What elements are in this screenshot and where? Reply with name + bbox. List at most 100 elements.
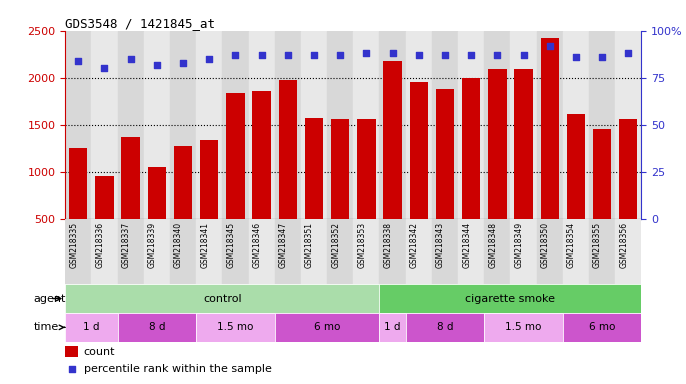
Text: 1 d: 1 d: [83, 322, 99, 333]
Bar: [353, 219, 379, 284]
Text: cigarette smoke: cigarette smoke: [465, 293, 556, 304]
Bar: [619, 119, 637, 266]
Bar: [458, 31, 484, 219]
Point: [335, 52, 346, 58]
Bar: [274, 313, 379, 342]
Point: [99, 65, 110, 71]
Text: GSM218339: GSM218339: [148, 222, 157, 268]
Bar: [484, 219, 510, 284]
Text: GSM218343: GSM218343: [436, 222, 445, 268]
Bar: [117, 31, 144, 219]
Bar: [379, 31, 405, 219]
Text: time: time: [34, 322, 64, 333]
Bar: [147, 167, 166, 266]
Bar: [170, 31, 196, 219]
Text: control: control: [203, 293, 241, 304]
Point: [256, 52, 267, 58]
Text: GSM218354: GSM218354: [567, 222, 576, 268]
Bar: [379, 219, 405, 284]
Bar: [248, 219, 274, 284]
Text: GSM218351: GSM218351: [305, 222, 314, 268]
Point: [204, 56, 215, 62]
Bar: [301, 31, 327, 219]
Text: 6 mo: 6 mo: [314, 322, 340, 333]
Bar: [589, 31, 615, 219]
Point: [623, 50, 634, 56]
Bar: [144, 31, 170, 219]
Point: [73, 58, 84, 64]
Point: [571, 54, 582, 60]
Bar: [331, 119, 349, 266]
Bar: [65, 346, 78, 357]
Text: GSM218345: GSM218345: [226, 222, 235, 268]
Text: GSM218341: GSM218341: [200, 222, 209, 268]
Bar: [589, 219, 615, 284]
Bar: [200, 140, 218, 266]
Bar: [65, 284, 379, 313]
Bar: [536, 31, 563, 219]
Bar: [95, 175, 114, 266]
Bar: [222, 219, 248, 284]
Text: GSM218340: GSM218340: [174, 222, 183, 268]
Bar: [615, 31, 641, 219]
Text: GSM218350: GSM218350: [541, 222, 549, 268]
Bar: [65, 219, 91, 284]
Bar: [144, 219, 170, 284]
Bar: [563, 313, 641, 342]
Text: GSM218348: GSM218348: [488, 222, 497, 268]
Bar: [170, 219, 196, 284]
Text: GSM218353: GSM218353: [357, 222, 366, 268]
Point: [152, 61, 163, 68]
Bar: [301, 219, 327, 284]
Bar: [196, 313, 274, 342]
Bar: [274, 219, 301, 284]
Bar: [327, 31, 353, 219]
Bar: [196, 219, 222, 284]
Bar: [536, 219, 563, 284]
Bar: [248, 31, 274, 219]
Bar: [432, 31, 458, 219]
Bar: [305, 118, 323, 266]
Text: GSM218335: GSM218335: [69, 222, 78, 268]
Bar: [383, 61, 402, 266]
Bar: [65, 313, 117, 342]
Bar: [567, 114, 585, 266]
Point: [466, 52, 477, 58]
Text: GSM218346: GSM218346: [252, 222, 261, 268]
Point: [544, 43, 555, 49]
Bar: [405, 219, 432, 284]
Point: [413, 52, 424, 58]
Bar: [91, 31, 117, 219]
Text: GSM218355: GSM218355: [593, 222, 602, 268]
Text: agent: agent: [34, 293, 66, 304]
Bar: [252, 91, 271, 266]
Point: [309, 52, 320, 58]
Bar: [174, 146, 192, 266]
Text: 8 d: 8 d: [437, 322, 453, 333]
Bar: [327, 219, 353, 284]
Bar: [436, 89, 454, 266]
Bar: [615, 219, 641, 284]
Bar: [410, 81, 428, 266]
Bar: [65, 31, 91, 219]
Bar: [91, 219, 117, 284]
Text: GSM218352: GSM218352: [331, 222, 340, 268]
Bar: [405, 31, 432, 219]
Point: [178, 60, 189, 66]
Bar: [541, 38, 559, 266]
Point: [518, 52, 529, 58]
Text: 1 d: 1 d: [384, 322, 401, 333]
Bar: [405, 313, 484, 342]
Point: [492, 52, 503, 58]
Text: count: count: [84, 347, 115, 357]
Text: GSM218347: GSM218347: [279, 222, 288, 268]
Bar: [196, 31, 222, 219]
Text: GSM218336: GSM218336: [95, 222, 104, 268]
Point: [66, 366, 77, 372]
Bar: [222, 31, 248, 219]
Point: [387, 50, 398, 56]
Text: GSM218344: GSM218344: [462, 222, 471, 268]
Bar: [357, 119, 375, 266]
Point: [597, 54, 608, 60]
Text: 8 d: 8 d: [149, 322, 165, 333]
